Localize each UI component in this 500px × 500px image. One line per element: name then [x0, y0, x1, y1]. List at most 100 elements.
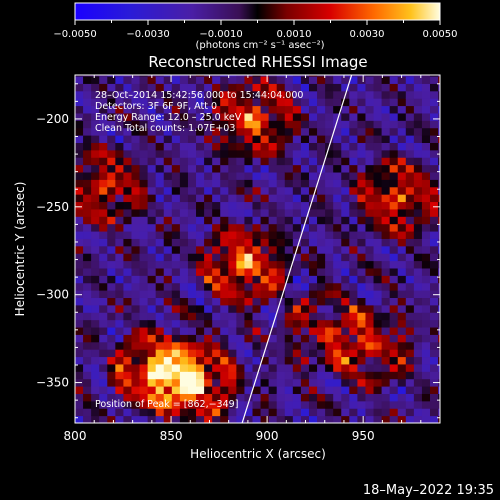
image-pixel — [365, 208, 375, 217]
image-pixel — [220, 319, 229, 328]
image-pixel — [196, 142, 205, 151]
image-pixel — [421, 371, 431, 380]
image-pixel — [276, 386, 286, 394]
image-pixel — [187, 386, 197, 394]
image-pixel — [373, 393, 383, 402]
image-pixel — [187, 157, 197, 166]
image-pixel — [284, 400, 294, 409]
image-pixel — [438, 76, 440, 84]
image-pixel — [341, 105, 350, 114]
image-pixel — [365, 304, 375, 313]
image-pixel — [107, 90, 116, 99]
image-pixel — [163, 238, 173, 247]
image-pixel — [405, 253, 415, 262]
image-pixel — [139, 90, 149, 99]
image-pixel — [139, 201, 149, 210]
image-pixel — [405, 201, 415, 210]
image-pixel — [421, 201, 431, 210]
image-pixel — [430, 216, 439, 225]
image-pixel — [139, 363, 149, 372]
image-pixel — [236, 231, 245, 239]
image-pixel — [91, 216, 100, 225]
image-pixel — [228, 304, 237, 313]
chart-title: Reconstructed RHESSI Image — [148, 53, 367, 71]
image-pixel — [171, 260, 181, 269]
image-pixel — [91, 179, 100, 188]
image-pixel — [83, 194, 92, 203]
image-pixel — [438, 334, 440, 343]
image-pixel — [317, 260, 326, 269]
image-pixel — [381, 327, 391, 335]
image-pixel — [220, 135, 229, 143]
image-pixel — [204, 83, 213, 92]
image-pixel — [179, 231, 189, 239]
image-pixel — [179, 260, 189, 269]
image-pixel — [212, 186, 221, 195]
image-pixel — [147, 341, 157, 350]
image-pixel — [325, 327, 334, 335]
image-pixel — [381, 363, 391, 372]
image-pixel — [196, 194, 205, 203]
image-pixel — [179, 112, 189, 121]
image-pixel — [333, 201, 342, 210]
image-pixel — [308, 349, 318, 358]
image-pixel — [236, 112, 245, 121]
image-pixel — [389, 112, 399, 121]
image-pixel — [333, 386, 342, 394]
image-pixel — [131, 400, 141, 409]
image-pixel — [204, 172, 213, 180]
image-pixel — [139, 238, 149, 247]
image-pixel — [83, 142, 92, 151]
plot-annotations: 28–Oct–2014 15:42:56.000 to 15:44:04.000… — [95, 90, 303, 410]
image-pixel — [196, 378, 205, 387]
image-pixel — [99, 327, 108, 335]
image-pixel — [220, 408, 229, 417]
image-pixel — [236, 149, 245, 158]
image-pixel — [365, 127, 375, 136]
image-pixel — [325, 356, 334, 365]
image-pixel — [325, 304, 334, 313]
image-pixel — [276, 400, 286, 409]
image-pixel — [268, 363, 278, 372]
image-pixel — [268, 231, 278, 239]
image-pixel — [204, 231, 213, 239]
image-pixel — [236, 186, 245, 195]
image-pixel — [244, 304, 254, 313]
image-pixel — [171, 304, 181, 313]
image-pixel — [147, 400, 157, 409]
image-pixel — [284, 393, 294, 402]
image-pixel — [236, 201, 245, 210]
image-pixel — [373, 149, 383, 158]
image-pixel — [349, 290, 358, 299]
image-pixel — [139, 83, 149, 92]
image-pixel — [107, 363, 116, 372]
y-axis-ticks: −350−300−250−200 — [36, 83, 440, 419]
image-pixel — [357, 267, 366, 276]
image-pixel — [204, 341, 213, 350]
image-pixel — [220, 90, 229, 99]
image-pixel — [405, 334, 415, 343]
image-pixel — [308, 297, 318, 306]
image-pixel — [187, 408, 197, 417]
image-pixel — [292, 371, 302, 380]
image-pixel — [244, 186, 254, 195]
image-pixel — [300, 253, 310, 262]
image-pixel — [308, 312, 318, 321]
image-pixel — [155, 186, 165, 195]
image-pixel — [244, 267, 254, 276]
image-pixel — [163, 120, 173, 129]
image-pixel — [131, 356, 141, 365]
image-pixel — [260, 105, 270, 114]
image-pixel — [115, 363, 124, 372]
image-pixel — [373, 260, 383, 269]
image-pixel — [212, 349, 221, 358]
image-pixel — [276, 223, 286, 232]
image-pixel — [212, 105, 221, 114]
image-pixel — [325, 105, 334, 114]
image-pixel — [421, 290, 431, 299]
image-pixel — [381, 282, 391, 291]
image-pixel — [99, 98, 108, 107]
image-pixel — [244, 216, 254, 225]
image-pixel — [292, 378, 302, 387]
image-pixel — [333, 245, 342, 254]
